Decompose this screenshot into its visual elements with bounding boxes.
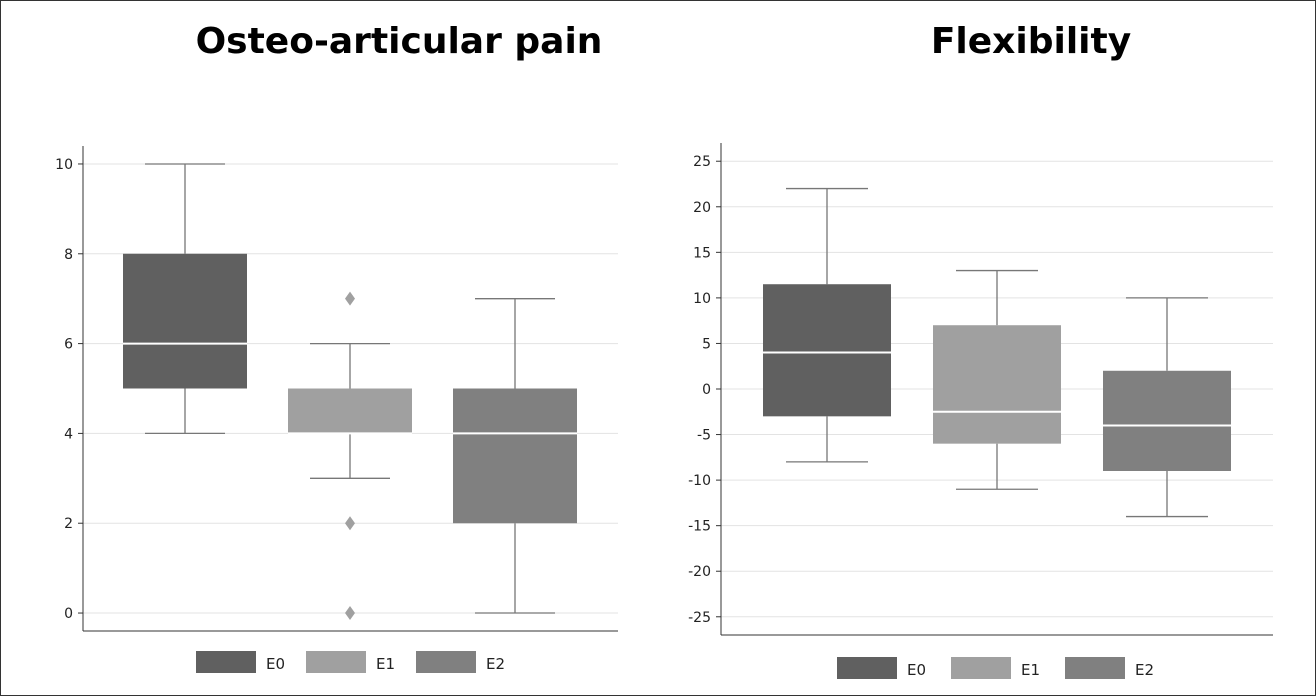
chart-panel-1: Flexibility -25 -20 -15 -10 -5 0 5 10 15 20 25 E0 E1 E… <box>688 21 1273 679</box>
y-tick-label: 0 <box>64 606 73 622</box>
y-tick-label: 2 <box>64 516 73 532</box>
legend-swatch-E2 <box>1065 657 1125 679</box>
box-E2 <box>1103 370 1231 471</box>
outlier-point <box>345 516 355 531</box>
y-tick-label: -20 <box>688 564 711 580</box>
legend-swatch-E2 <box>416 651 476 673</box>
box-E1 <box>288 388 412 434</box>
y-tick-label: 0 <box>702 382 711 398</box>
outlier-point <box>345 606 355 621</box>
legend-label: E0 <box>907 661 926 679</box>
y-tick-label: 10 <box>693 291 711 307</box>
legend-label: E1 <box>376 655 395 673</box>
legend-label: E1 <box>1021 661 1040 679</box>
y-tick-label: -25 <box>688 610 711 626</box>
y-tick-label: 15 <box>693 245 711 261</box>
box-E1 <box>933 325 1061 444</box>
box-E0 <box>763 284 891 417</box>
legend-swatch-E0 <box>837 657 897 679</box>
legend-swatch-E0 <box>196 651 256 673</box>
box-E2 <box>453 388 577 524</box>
y-tick-label: 5 <box>702 336 711 352</box>
y-tick-label: -5 <box>697 428 711 444</box>
outlier-point <box>345 291 355 306</box>
legend-swatch-E1 <box>951 657 1011 679</box>
y-tick-label: -10 <box>688 473 711 489</box>
legend-swatch-E1 <box>306 651 366 673</box>
chart-title: Osteo-articular pain <box>196 21 603 62</box>
legend-label: E2 <box>486 655 505 673</box>
chart-panel-0: Osteo-articular pain 0 2 4 6 8 10 E0 E1 E2 <box>55 21 618 673</box>
y-tick-label: 4 <box>64 426 73 442</box>
chart-title: Flexibility <box>931 21 1131 62</box>
y-tick-label: 6 <box>64 337 73 353</box>
box-E0 <box>123 253 247 389</box>
y-tick-label: 20 <box>693 200 711 216</box>
y-tick-label: 10 <box>55 157 73 173</box>
y-tick-label: 8 <box>64 247 73 263</box>
y-tick-label: -15 <box>688 519 711 535</box>
y-tick-label: 25 <box>693 154 711 170</box>
legend-label: E0 <box>266 655 285 673</box>
legend-label: E2 <box>1135 661 1154 679</box>
